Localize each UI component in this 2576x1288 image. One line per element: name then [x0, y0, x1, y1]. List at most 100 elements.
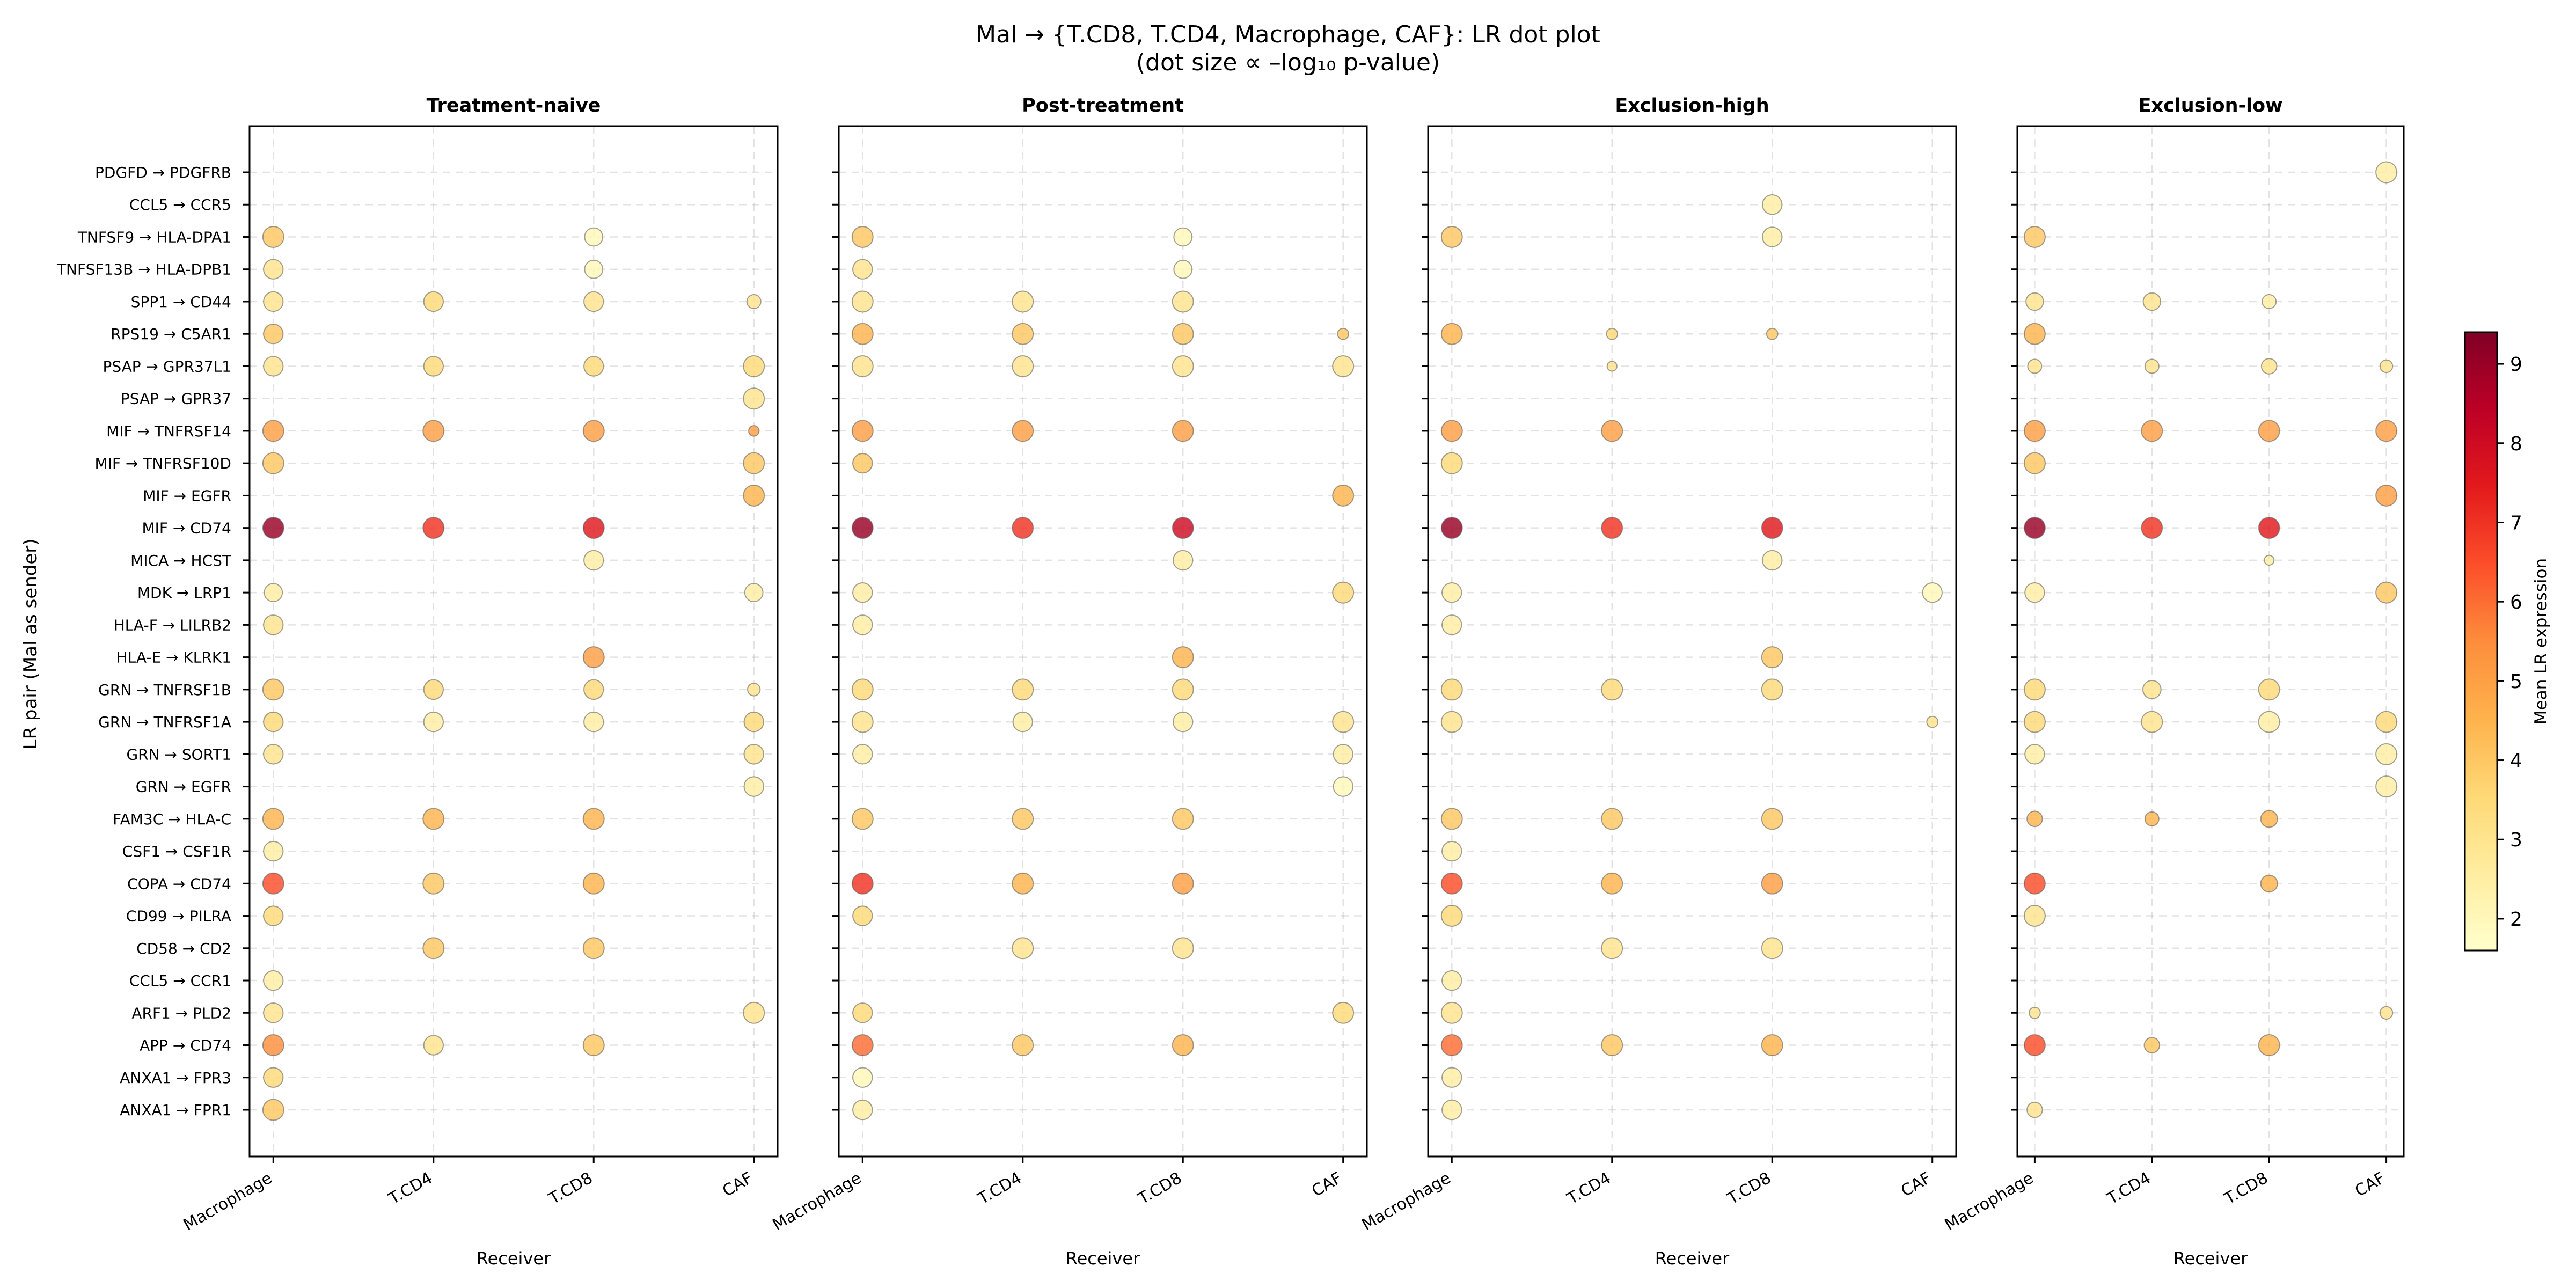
dot-mif-tnfrsf14-t-cd8 — [582, 420, 605, 442]
dot-mif-cd74-macrophage — [2023, 517, 2046, 539]
dot-psap-gpr37l1-t-cd4 — [1606, 361, 1618, 372]
dot-hla-e-klrk1-t-cd8 — [1761, 646, 1783, 669]
dot-fam3c-hla-c-macrophage — [1440, 808, 1463, 830]
dot-fam3c-hla-c-t-cd8 — [2260, 810, 2278, 828]
y-tick-label: FAM3C → HLA-C — [113, 810, 231, 828]
dot-grn-tnfrsf1b-t-cd4 — [1012, 678, 1034, 701]
x-tick-label: CAF — [1308, 1169, 1345, 1201]
dot-psap-gpr37l1-t-cd4 — [2144, 358, 2160, 374]
panel-treatment-naive: Treatment-naive PDGFD → PDGFRB CCL5 → CCR5… — [56, 95, 779, 1269]
panel-exclusion-high: Exclusion-high Macrophage T.CD4 T.CD8 CAF Rec… — [1359, 95, 1957, 1269]
dot-grn-egfr-caf — [743, 776, 764, 797]
y-tick-label: PSAP → GPR37 — [121, 390, 231, 408]
dot-grn-tnfrsf1b-caf — [747, 683, 761, 697]
x-axis-label: Receiver — [1655, 1248, 1730, 1269]
dot-grn-tnfrsf1a-t-cd8 — [1173, 711, 1194, 733]
dot-app-cd74-t-cd8 — [1761, 1034, 1783, 1057]
dot-tnfsf13b-hla-dpb1-macrophage — [263, 259, 284, 280]
dot-app-cd74-t-cd4 — [423, 1035, 444, 1056]
dot-psap-gpr37l1-macrophage — [2027, 358, 2043, 374]
dot-fam3c-hla-c-t-cd8 — [1172, 808, 1194, 830]
x-tick-label: T.CD8 — [1135, 1169, 1185, 1209]
dot-mif-cd74-t-cd4 — [1601, 517, 1623, 539]
y-tick-label: MIF → TNFRSF10D — [95, 455, 231, 472]
y-tick-label: MIF → CD74 — [142, 519, 231, 537]
y-tick-label: SPP1 → CD44 — [131, 293, 231, 311]
dot-rps19-c5ar1-t-cd8 — [1172, 323, 1194, 345]
dot-mica-hcst-t-cd8 — [1173, 550, 1194, 571]
y-tick-label: ARF1 → PLD2 — [131, 1004, 231, 1022]
dot-spp1-cd44-t-cd8 — [2262, 294, 2277, 309]
dot-mif-egfr-caf — [2375, 484, 2398, 507]
dot-mdk-lrp1-caf — [1332, 581, 1355, 604]
dot-cd99-pilra-macrophage — [263, 905, 284, 926]
dot-copa-cd74-macrophage — [851, 872, 874, 895]
dot-psap-gpr37l1-t-cd4 — [1012, 355, 1034, 377]
dot-hla-e-klrk1-t-cd8 — [582, 646, 605, 669]
dot-arf1-pld2-caf — [2379, 1006, 2394, 1020]
dot-mdk-lrp1-caf — [2375, 581, 2398, 604]
dot-grn-sort1-macrophage — [852, 744, 873, 765]
y-tick-label: RPS19 → C5AR1 — [111, 325, 231, 343]
dot-cd58-cd2-t-cd4 — [1012, 937, 1034, 960]
dot-grn-tnfrsf1b-t-cd4 — [2142, 679, 2162, 699]
colorbar-tick-label: 4 — [2510, 750, 2522, 772]
dot-psap-gpr37l1-macrophage — [263, 356, 284, 377]
dot-mdk-lrp1-caf — [1922, 582, 1943, 603]
colorbar-tick-label: 6 — [2510, 591, 2522, 613]
dot-grn-tnfrsf1b-t-cd4 — [1601, 678, 1623, 701]
dot-psap-gpr37l1-macrophage — [851, 355, 874, 377]
dot-grn-sort1-macrophage — [263, 744, 284, 765]
dot-cd58-cd2-t-cd8 — [1172, 937, 1194, 960]
dot-tnfsf9-hla-dpa1-macrophage — [2023, 225, 2046, 248]
dot-fam3c-hla-c-macrophage — [2026, 810, 2043, 828]
dot-mif-tnfrsf14-caf — [748, 425, 760, 437]
dot-mdk-lrp1-macrophage — [2024, 582, 2045, 603]
dot-grn-tnfrsf1b-macrophage — [262, 678, 284, 701]
dot-mif-cd74-t-cd8 — [1761, 517, 1783, 539]
dot-fam3c-hla-c-t-cd4 — [1012, 808, 1034, 830]
x-tick-label: T.CD8 — [1724, 1169, 1774, 1209]
x-tick-label: Macrophage — [1359, 1169, 1454, 1235]
dot-rps19-c5ar1-t-cd4 — [1606, 327, 1619, 340]
dot-mif-egfr-caf — [1332, 484, 1355, 507]
dot-psap-gpr37-caf — [743, 387, 765, 410]
colorbar-tick-label: 5 — [2510, 671, 2522, 693]
dot-grn-tnfrsf1a-t-cd4 — [423, 711, 444, 733]
dot-mdk-lrp1-caf — [744, 583, 764, 603]
dot-grn-tnfrsf1b-macrophage — [2023, 678, 2046, 701]
dot-tnfsf9-hla-dpa1-macrophage — [851, 225, 874, 248]
dot-psap-gpr37l1-t-cd4 — [423, 356, 444, 377]
dot-grn-egfr-caf — [2375, 775, 2398, 798]
x-tick-label: Macrophage — [770, 1169, 865, 1235]
dot-mif-tnfrsf10d-macrophage — [262, 452, 284, 474]
colorbar-tick-label: 8 — [2510, 433, 2522, 455]
y-tick-label: MDK → LRP1 — [137, 584, 231, 602]
y-tick-label: APP → CD74 — [140, 1037, 231, 1055]
dot-tnfsf9-hla-dpa1-t-cd8 — [584, 227, 604, 247]
dot-ccl5-ccr1-macrophage — [1441, 970, 1462, 991]
dot-rps19-c5ar1-caf — [1337, 327, 1350, 340]
x-tick-label: T.CD4 — [385, 1169, 436, 1209]
y-tick-label: TNFSF9 → HLA-DPA1 — [77, 228, 231, 246]
dot-cd58-cd2-t-cd8 — [1761, 937, 1783, 960]
dot-tnfsf9-hla-dpa1-macrophage — [1440, 225, 1463, 248]
y-tick-label: GRN → EGFR — [136, 778, 231, 796]
y-tick-label: CCL5 → CCR5 — [129, 196, 231, 214]
colorbar-label: Mean LR expression — [2531, 558, 2551, 724]
dot-anxa1-fpr1-macrophage — [852, 1099, 873, 1121]
dot-tnfsf9-hla-dpa1-t-cd8 — [1173, 227, 1193, 247]
dot-fam3c-hla-c-t-cd4 — [422, 808, 445, 830]
dot-app-cd74-macrophage — [262, 1034, 284, 1057]
dot-mica-hcst-t-cd8 — [2264, 554, 2275, 566]
dot-fam3c-hla-c-t-cd8 — [1761, 808, 1783, 830]
dot-anxa1-fpr3-macrophage — [1441, 1067, 1462, 1088]
dot-arf1-pld2-macrophage — [263, 1002, 284, 1023]
dot-grn-tnfrsf1a-caf — [2375, 711, 2398, 733]
dot-copa-cd74-t-cd8 — [1172, 872, 1194, 895]
colorbar: 2 3 4 5 6 7 8 9 Mean LR expression — [2464, 331, 2551, 952]
dot-tnfsf13b-hla-dpb1-t-cd8 — [1173, 259, 1193, 279]
dot-grn-tnfrsf1b-macrophage — [1440, 678, 1463, 701]
